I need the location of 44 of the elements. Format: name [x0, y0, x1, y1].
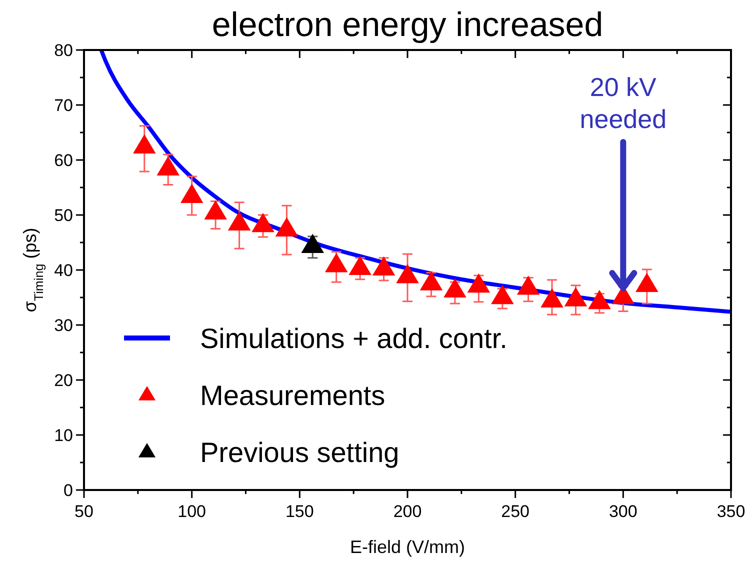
legend-label: Measurements [200, 380, 386, 411]
point [180, 184, 204, 203]
point [372, 256, 396, 276]
x-tick-label: 150 [285, 502, 314, 521]
y-tick-label: 40 [54, 261, 73, 280]
x-tick-label: 250 [501, 502, 530, 521]
point [635, 272, 658, 292]
y-tick-label: 50 [54, 206, 73, 225]
y-tick-label: 80 [54, 41, 73, 60]
y-tick-label: 60 [54, 151, 73, 170]
point [301, 234, 324, 253]
point [564, 287, 588, 306]
y-tick-label: 10 [54, 426, 73, 445]
x-tick-label: 350 [716, 502, 746, 521]
x-tick-label: 50 [74, 502, 94, 521]
y-tick-label: 20 [54, 371, 73, 390]
point [467, 273, 490, 293]
point [204, 200, 227, 220]
point [588, 290, 611, 310]
point [348, 256, 372, 275]
y-tick-label: 30 [54, 316, 73, 335]
point [252, 212, 274, 232]
point [516, 276, 540, 295]
x-tick-label: 300 [608, 502, 638, 521]
point [540, 288, 564, 308]
point [420, 271, 443, 290]
point [132, 134, 156, 154]
point [228, 211, 251, 230]
line-series [99, 48, 733, 314]
point [396, 264, 419, 284]
point [444, 278, 466, 298]
y-tick-label: 0 [64, 481, 73, 500]
chart-title: electron energy increased [212, 6, 604, 44]
point [490, 284, 514, 304]
point [156, 156, 180, 176]
x-axis-title: E-field (V/mm) [350, 537, 466, 557]
x-tick-label: 200 [393, 502, 422, 521]
x-tick-label: 100 [178, 502, 206, 521]
legend-label: Previous setting [200, 437, 400, 468]
point [324, 253, 348, 272]
annotation: 20 kV needed [580, 72, 667, 134]
legend-label: Simulations + add. contr. [200, 323, 508, 354]
point [275, 217, 298, 236]
y-tick-label: 70 [54, 96, 73, 115]
